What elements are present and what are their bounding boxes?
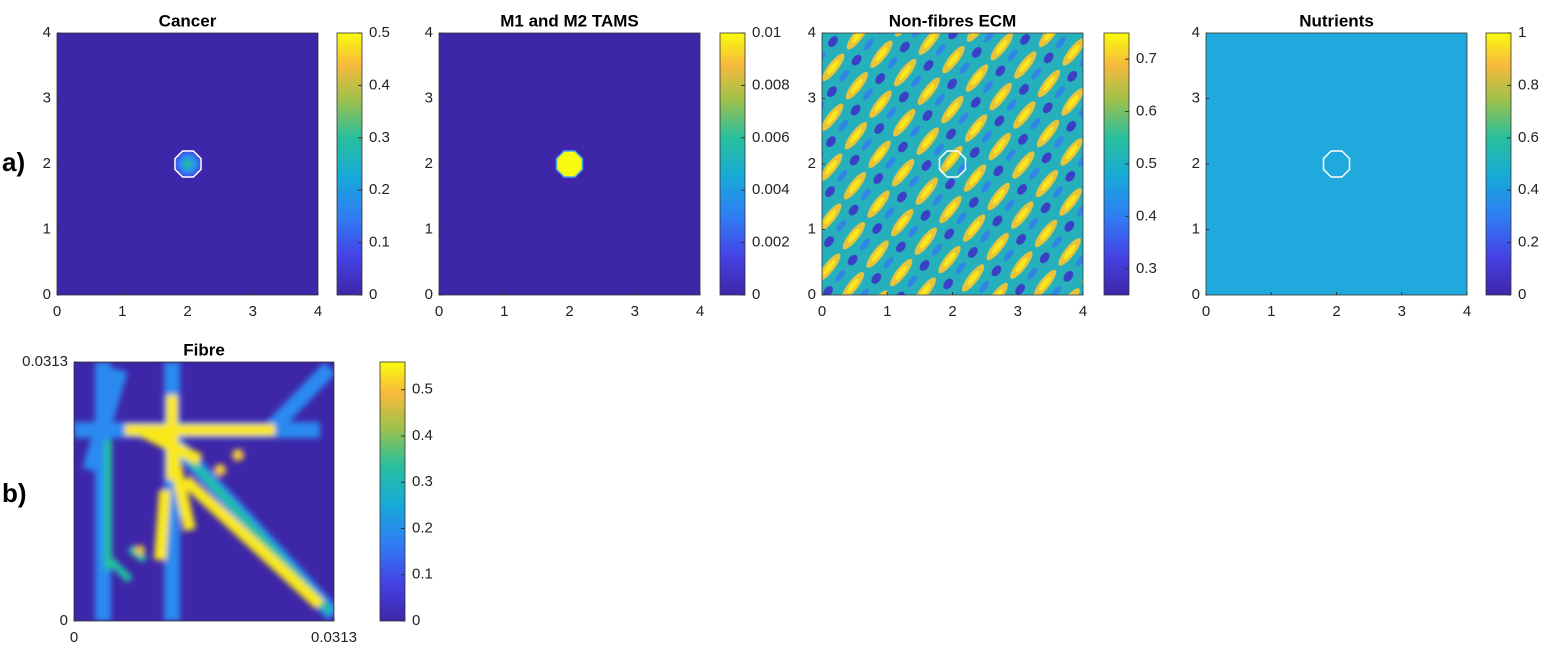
x-tick-label: 0 — [435, 303, 443, 320]
chart-title: Cancer — [159, 11, 217, 30]
x-tick-label: 0 — [53, 303, 61, 320]
colorbar-tick-label: 0.5 — [1136, 155, 1157, 172]
y-tick-label: 4 — [43, 24, 51, 41]
x-tick-label: 0 — [818, 303, 826, 320]
y-tick-label: 0 — [1192, 286, 1200, 303]
x-tick-label: 3 — [631, 303, 639, 320]
y-tick-label: 4 — [1192, 24, 1200, 41]
x-tick-label: 3 — [249, 303, 257, 320]
y-tick-label: 1 — [808, 220, 816, 237]
colorbar-tick-label: 0.004 — [752, 181, 790, 198]
colorbar-tick-label: 0.6 — [1518, 129, 1539, 146]
colorbar-tick-label: 0.2 — [369, 181, 390, 198]
x-tick-label: 3 — [1398, 303, 1406, 320]
colorbar-tick-label: 0.3 — [1136, 260, 1157, 277]
x-tick-label: 0 — [1202, 303, 1210, 320]
colorbar — [1103, 32, 1130, 296]
y-tick-label: 1 — [425, 220, 433, 237]
tam-region — [555, 150, 584, 178]
colorbar-tick-label: 0.8 — [1518, 76, 1539, 93]
y-tick-label: 0 — [60, 612, 68, 629]
y-tick-label: 4 — [425, 24, 433, 41]
y-tick-label: 0 — [43, 286, 51, 303]
axes-frame — [73, 361, 335, 622]
panel-label: a) — [2, 147, 25, 177]
panel-label: b) — [2, 478, 27, 508]
colorbar-tick-label: 0.6 — [1136, 103, 1157, 120]
x-tick-label: 0.0313 — [311, 629, 357, 646]
x-tick-label: 4 — [696, 303, 704, 320]
colorbar-tick-label: 0.3 — [412, 473, 433, 490]
y-tick-label: 1 — [1192, 220, 1200, 237]
region-outline — [1322, 150, 1351, 178]
y-tick-label: 0 — [808, 286, 816, 303]
y-tick-label: 0 — [425, 286, 433, 303]
x-tick-label: 3 — [1014, 303, 1022, 320]
x-tick-label: 2 — [565, 303, 573, 320]
y-tick-label: 4 — [808, 24, 816, 41]
colorbar — [719, 32, 746, 296]
colorbar — [336, 32, 363, 296]
x-tick-label: 1 — [883, 303, 891, 320]
x-tick-label: 1 — [1267, 303, 1275, 320]
x-tick-label: 2 — [183, 303, 191, 320]
ecm-field — [822, 33, 1083, 295]
colorbar-tick-label: 0.5 — [369, 24, 390, 41]
x-tick-label: 4 — [1079, 303, 1087, 320]
x-tick-label: 2 — [1332, 303, 1340, 320]
colorbar-tick-label: 0.5 — [412, 381, 433, 398]
y-tick-label: 2 — [425, 155, 433, 172]
x-tick-label: 1 — [118, 303, 126, 320]
axes-frame — [821, 32, 1084, 296]
colorbar-tick-label: 0.4 — [412, 427, 433, 444]
cancer-region — [174, 150, 202, 178]
colorbar-tick-label: 0.7 — [1136, 50, 1157, 67]
colorbar-tick-label: 0.4 — [1136, 207, 1157, 224]
axes-frame — [56, 32, 319, 296]
colorbar-tick-label: 0.01 — [752, 24, 781, 41]
field — [1206, 33, 1467, 295]
x-tick-label: 4 — [1463, 303, 1471, 320]
fibre-field — [74, 362, 334, 621]
colorbar-tick-label: 0.006 — [752, 129, 790, 146]
y-tick-label: 2 — [43, 155, 51, 172]
x-tick-label: 1 — [500, 303, 508, 320]
colorbar — [379, 361, 406, 622]
colorbar-tick-label: 0.008 — [752, 76, 790, 93]
y-tick-label: 3 — [425, 89, 433, 106]
chart-title: Nutrients — [1299, 11, 1374, 30]
chart-title: M1 and M2 TAMS — [500, 11, 639, 30]
chart-title: Non-fibres ECM — [889, 11, 1017, 30]
colorbar-tick-label: 0 — [412, 612, 420, 629]
y-tick-label: 2 — [808, 155, 816, 172]
colorbar-tick-label: 0.002 — [752, 234, 790, 251]
colorbar-tick-label: 1 — [1518, 24, 1526, 41]
y-tick-label: 2 — [1192, 155, 1200, 172]
y-tick-label: 1 — [43, 220, 51, 237]
colorbar-tick-label: 0.2 — [1518, 234, 1539, 251]
y-tick-label: 3 — [43, 89, 51, 106]
colorbar-tick-label: 0.3 — [369, 129, 390, 146]
axes-frame — [1205, 32, 1468, 296]
colorbar-tick-label: 0 — [752, 286, 760, 303]
x-tick-label: 0 — [70, 629, 78, 646]
colorbar-tick-label: 0 — [369, 286, 377, 303]
y-tick-label: 0.0313 — [22, 353, 68, 370]
region-outline — [938, 150, 967, 178]
colorbar-tick-label: 0.4 — [369, 76, 390, 93]
x-tick-label: 2 — [948, 303, 956, 320]
y-tick-label: 3 — [808, 89, 816, 106]
colorbar-tick-label: 0.1 — [369, 234, 390, 251]
colorbar-tick-label: 0.2 — [412, 519, 433, 536]
chart-title: Fibre — [183, 340, 225, 359]
y-tick-label: 3 — [1192, 89, 1200, 106]
x-tick-label: 4 — [314, 303, 322, 320]
axes-frame — [438, 32, 701, 296]
colorbar-tick-label: 0.1 — [412, 566, 433, 583]
colorbar — [1485, 32, 1512, 296]
colorbar-tick-label: 0 — [1518, 286, 1526, 303]
colorbar-tick-label: 0.4 — [1518, 181, 1539, 198]
decorations — [74, 33, 1351, 621]
